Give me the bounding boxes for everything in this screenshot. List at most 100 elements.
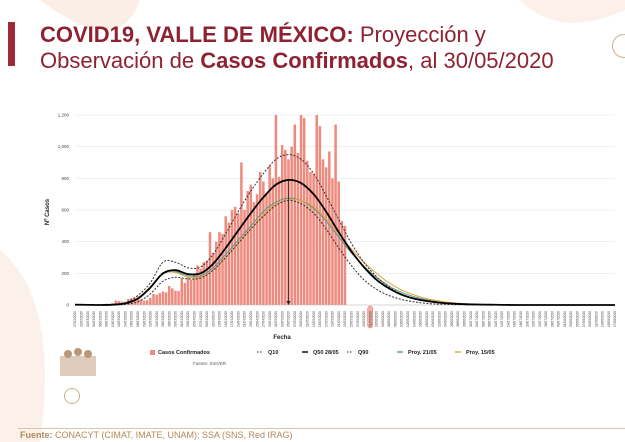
x-tick-label: 17/04/2020	[230, 311, 234, 327]
x-tick-label: 03/05/2020	[280, 311, 284, 327]
bar-casos-confirmados	[136, 296, 140, 305]
x-tick-label: 02/06/2020	[375, 311, 379, 327]
bar-casos-confirmados	[158, 293, 162, 305]
bar-casos-confirmados	[155, 294, 158, 305]
bar-casos-confirmados	[321, 159, 325, 305]
bar-casos-confirmados	[114, 300, 118, 305]
x-tick-label: 29/02/2020	[79, 311, 83, 327]
x-tick-label: 27/04/2020	[262, 311, 266, 327]
bar-casos-confirmados	[218, 232, 221, 305]
x-tick-label: 13/04/2020	[218, 311, 222, 327]
bar-casos-confirmados	[240, 162, 243, 305]
x-tick-label: 22/07/2020	[532, 311, 536, 327]
bar-casos-confirmados	[145, 300, 149, 305]
x-tick-label: 19/04/2020	[236, 311, 240, 327]
x-tick-label: 22/03/2020	[149, 311, 153, 327]
x-tick-label: 16/03/2020	[130, 311, 134, 327]
x-tick-label: 06/07/2020	[481, 311, 485, 327]
x-tick-label: 11/04/2020	[211, 311, 215, 327]
title-part: COVID19, VALLE DE MÉXICO:	[40, 22, 354, 47]
x-tick-label: 24/07/2020	[538, 311, 542, 327]
legend: Casos Confirmados Q10 Q50 28/05 Q90 Proy. 21…	[150, 350, 495, 356]
bar-casos-confirmados	[233, 206, 237, 305]
bar-casos-confirmados	[211, 252, 215, 305]
x-tick-label: 30/03/2020	[174, 311, 178, 327]
bar-casos-confirmados	[299, 115, 303, 305]
x-tick-label: 11/08/2020	[594, 311, 598, 327]
y-tick-label: 600	[61, 208, 69, 213]
x-tick-label: 08/06/2020	[393, 311, 397, 327]
bar-casos-confirmados	[205, 260, 209, 305]
x-tick-label: 08/07/2020	[488, 311, 492, 327]
x-tick-label: 17/08/2020	[613, 311, 617, 327]
source-note: Fuente: SISVER	[193, 361, 227, 366]
bar-casos-confirmados	[309, 172, 312, 305]
x-tick-label: 21/05/2020	[337, 311, 341, 327]
x-tick-label: 01/04/2020	[180, 311, 184, 327]
x-tick-label: 05/08/2020	[576, 311, 580, 327]
bar-casos-confirmados	[293, 124, 297, 305]
x-tick-label: 28/03/2020	[167, 311, 171, 327]
x-tick-label: 09/05/2020	[299, 311, 303, 327]
bar-casos-confirmados	[133, 297, 136, 305]
bar-casos-confirmados	[268, 165, 271, 305]
x-tick-label: 23/04/2020	[249, 311, 253, 327]
x-axis-title: Fecha	[273, 335, 291, 341]
bar-casos-confirmados	[174, 290, 177, 305]
legend-swatch-casos-confirmados	[150, 350, 155, 355]
x-tick-label: 15/05/2020	[318, 311, 322, 327]
bar-casos-confirmados	[227, 222, 231, 305]
bar-casos-confirmados	[152, 293, 155, 305]
bar-casos-confirmados	[290, 146, 293, 305]
x-tick-label: 09/08/2020	[588, 311, 592, 327]
bar-casos-confirmados	[274, 115, 278, 305]
x-tick-label: 25/05/2020	[349, 311, 353, 327]
bar-casos-confirmados	[186, 276, 190, 305]
bar-casos-confirmados	[230, 210, 234, 305]
x-tick-label: 12/06/2020	[406, 311, 410, 327]
x-tick-label: 13/05/2020	[312, 311, 316, 327]
bar-casos-confirmados	[262, 181, 265, 305]
bar-casos-confirmados	[296, 153, 300, 305]
x-tick-label: 10/03/2020	[111, 311, 115, 327]
bar-casos-confirmados	[324, 167, 328, 305]
legend-label: Casos Confirmados	[158, 350, 210, 356]
bar-casos-confirmados	[337, 181, 340, 305]
x-tick-label: 26/06/2020	[450, 311, 454, 327]
x-tick-label: 24/03/2020	[155, 311, 159, 327]
x-tick-label: 04/06/2020	[381, 311, 385, 327]
bar-casos-confirmados	[302, 118, 306, 306]
bar-casos-confirmados	[149, 297, 152, 305]
bar-casos-confirmados	[161, 291, 165, 305]
bar-casos-confirmados	[196, 265, 199, 305]
x-tick-label: 09/04/2020	[205, 311, 209, 327]
x-tick-label: 31/05/2020	[368, 311, 372, 327]
x-tick-label: 15/08/2020	[607, 311, 611, 327]
x-tick-label: 14/03/2020	[123, 311, 127, 327]
bar-casos-confirmados	[117, 301, 121, 305]
bar-casos-confirmados	[221, 233, 224, 305]
x-tick-label: 22/06/2020	[437, 311, 441, 327]
x-tick-label: 14/07/2020	[506, 311, 510, 327]
x-tick-label: 05/05/2020	[287, 311, 291, 327]
y-tick-label: 1,200	[58, 113, 70, 118]
slide-title: COVID19, VALLE DE MÉXICO: Proyección y O…	[40, 22, 580, 74]
bar-casos-confirmados	[252, 202, 256, 305]
bar-casos-confirmados	[318, 126, 322, 305]
bar-casos-confirmados	[340, 221, 344, 305]
historic-figures-logo	[60, 348, 96, 376]
legend-label: Q90	[358, 350, 368, 356]
bar-casos-confirmados	[180, 278, 183, 305]
x-tick-label: 27/05/2020	[356, 311, 360, 327]
x-tick-label: 16/07/2020	[513, 311, 517, 327]
bar-casos-confirmados	[171, 288, 174, 305]
bar-casos-confirmados	[193, 273, 196, 305]
bar-casos-confirmados	[215, 241, 218, 305]
bar-casos-confirmados	[177, 291, 180, 305]
y-tick-label: 800	[61, 176, 69, 181]
bar-casos-confirmados	[224, 216, 227, 305]
bar-casos-confirmados	[328, 151, 331, 305]
x-tick-label: 04/03/2020	[92, 311, 96, 327]
bar-casos-confirmados	[243, 210, 246, 305]
x-tick-label: 26/03/2020	[161, 311, 165, 327]
